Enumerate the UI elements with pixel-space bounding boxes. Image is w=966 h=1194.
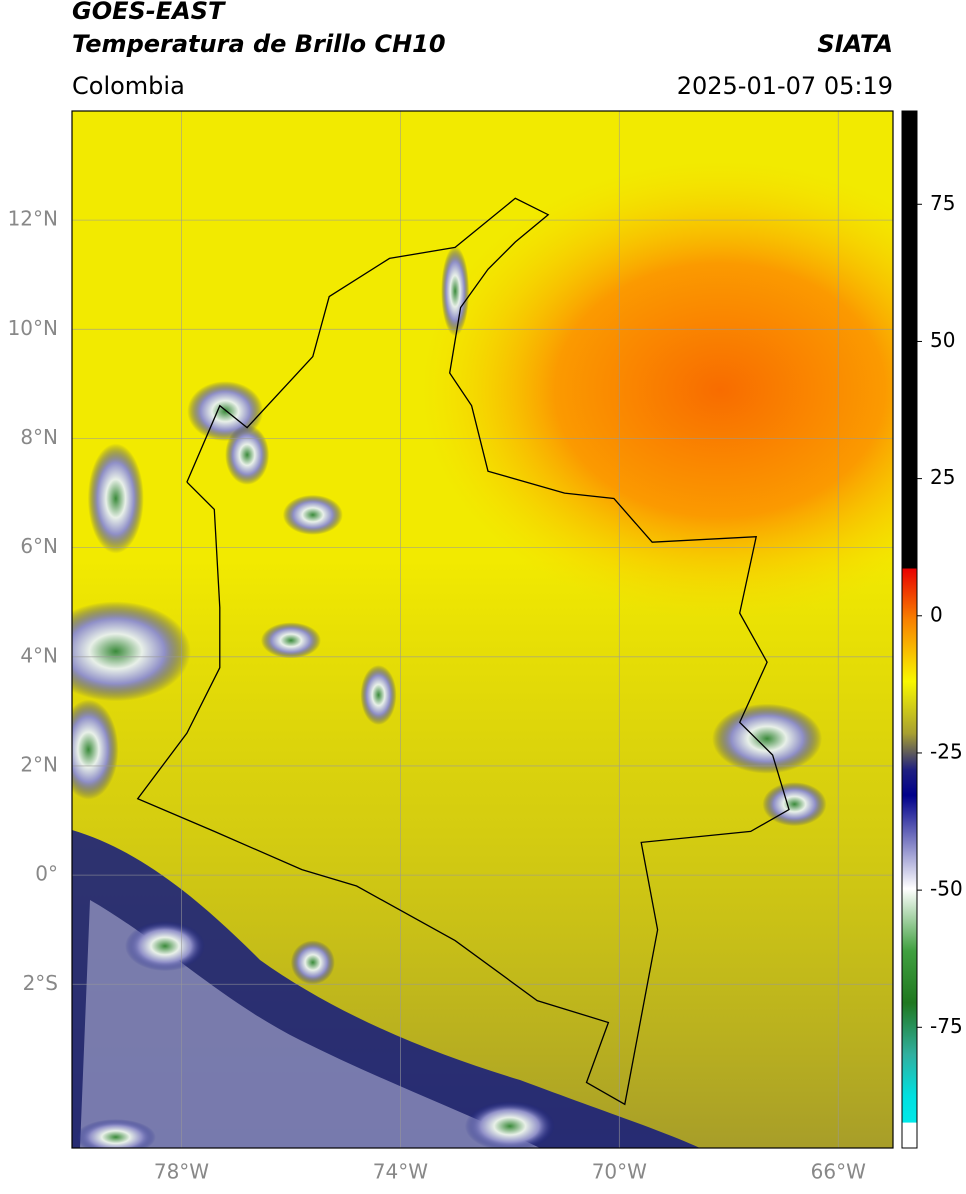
- cloud-band: [80, 900, 540, 1148]
- lat-tick-label: 6°N: [20, 534, 58, 558]
- cloud-cell: [75, 1119, 156, 1148]
- lat-tick-label: 2°N: [20, 752, 58, 776]
- colorbar-tick-label: 50: [930, 328, 955, 352]
- colorbar-tick-label: 25: [930, 465, 955, 489]
- satellite-image: [72, 111, 893, 1148]
- cloud-cell: [464, 1101, 555, 1148]
- lat-tick-label: 4°N: [20, 643, 58, 667]
- colorbar-tick-label: 75: [930, 191, 955, 215]
- cloud-cell: [225, 424, 270, 485]
- colorbar-tick-label: -25: [930, 739, 963, 763]
- product: Temperatura de Brillo CH10: [72, 30, 446, 58]
- colorbar: [901, 110, 918, 1149]
- lon-tick-label: 70°W: [592, 1160, 647, 1184]
- cloud-cell: [290, 940, 335, 985]
- lon-tick-label: 78°W: [154, 1160, 209, 1184]
- lon-tick-label: 66°W: [811, 1160, 866, 1184]
- cloud-cell: [72, 601, 191, 702]
- lon-tick-label: 74°W: [373, 1160, 428, 1184]
- cloud-cell: [360, 664, 397, 725]
- source: SIATA: [817, 30, 893, 58]
- cloud-cell: [125, 921, 206, 972]
- datetime: 2025-01-07 05:19: [677, 72, 893, 100]
- colorbar-tick-label: -50: [930, 877, 963, 901]
- warm-region: [420, 160, 893, 620]
- satellite: GOES-EAST: [72, 0, 226, 25]
- map-frame: [71, 110, 894, 1149]
- region: Colombia: [72, 72, 185, 100]
- colorbar-tick-label: 0: [930, 602, 943, 626]
- cloud-cell: [282, 494, 343, 535]
- cloud-cell: [260, 622, 321, 659]
- lat-tick-label: 0°: [35, 862, 58, 886]
- cloud-cell: [441, 246, 470, 337]
- lat-tick-label: 2°S: [23, 971, 58, 995]
- lat-tick-label: 12°N: [8, 207, 58, 231]
- colorbar-tick-label: -75: [930, 1014, 963, 1038]
- cloud-cell: [87, 443, 144, 554]
- lat-tick-label: 10°N: [8, 316, 58, 340]
- lat-tick-label: 8°N: [20, 425, 58, 449]
- cloud-cell: [712, 703, 823, 774]
- country-border: [136, 197, 790, 1106]
- cloud-cell: [72, 699, 119, 800]
